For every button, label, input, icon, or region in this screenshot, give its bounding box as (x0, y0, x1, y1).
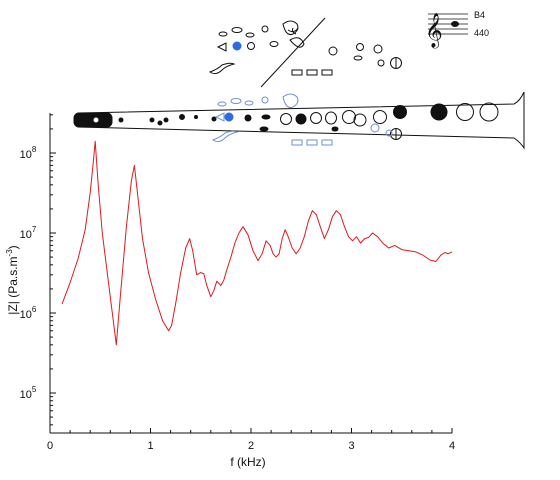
series-layer (61, 140, 453, 346)
y-axis-label-tail: ) (6, 245, 20, 249)
y-ticks: 105 106 107 108 (20, 114, 56, 426)
x-tick-label: 2 (248, 440, 254, 452)
note-name-label: B4 (474, 10, 485, 20)
y-tick-label: 108 (20, 145, 37, 161)
note-head (451, 21, 459, 27)
x-tick-label: 0 (47, 440, 53, 452)
x-tick-label: 1 (147, 440, 153, 452)
impedance-curve (61, 140, 453, 346)
x-ticks: 0 1 2 3 4 (47, 428, 455, 452)
clarinet-mouthpiece (73, 112, 113, 128)
y-tick-label: 107 (20, 225, 37, 241)
y-axis-label-main: |Z| (Pa.s.m (6, 256, 20, 314)
fingering-separator (260, 17, 326, 88)
music-staff: 𝄞 B4 440 (425, 10, 489, 49)
treble-clef-icon: 𝄞 (425, 13, 443, 49)
plot-axes (49, 113, 452, 434)
fingering-chart (208, 17, 402, 88)
y-tick-label: 106 (20, 305, 37, 321)
x-axis-label: f (kHz) (230, 455, 265, 469)
note-frequency-label: 440 (474, 28, 489, 38)
x-tick-label: 3 (348, 440, 354, 452)
y-axis-label: |Z| (Pa.s.m-3) (5, 245, 20, 314)
ghost-keywork (211, 93, 393, 146)
x-tick-label: 4 (449, 440, 455, 452)
clarinet-diagram (73, 91, 525, 150)
highlight-key (232, 41, 242, 51)
clarinet-body-outline (77, 91, 525, 150)
y-axis-label-sup: -3 (5, 249, 14, 257)
y-tick-label: 105 (20, 385, 37, 401)
